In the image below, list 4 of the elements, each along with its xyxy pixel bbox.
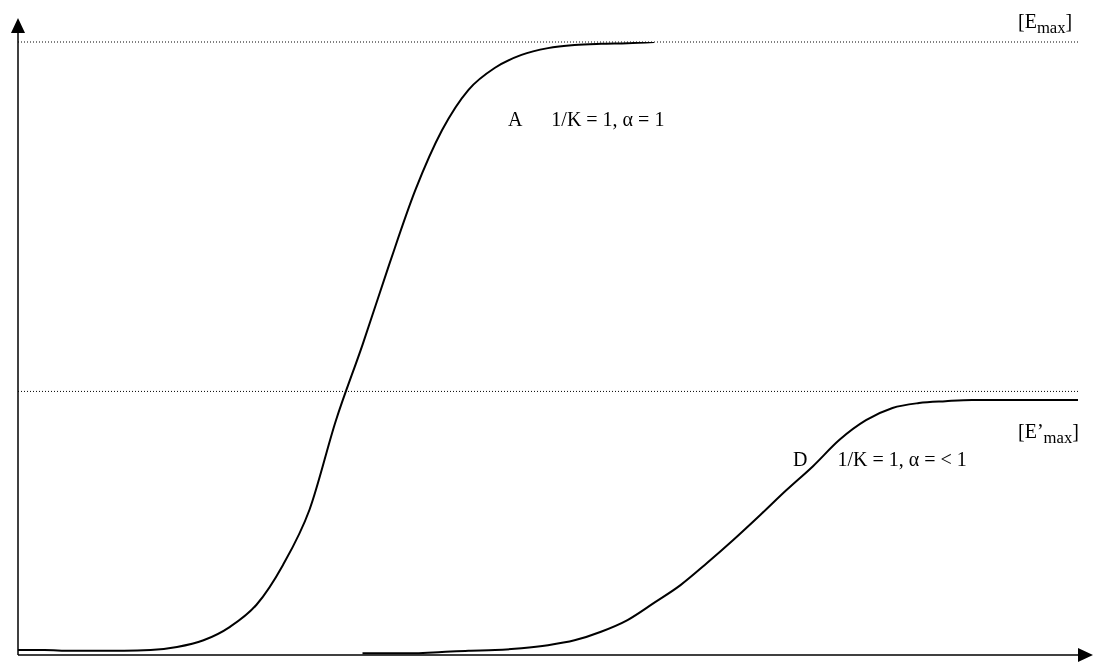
ref-line-label: [E$_{max}$] [1018,10,1073,38]
ref-line-label: [E’$_{max}$] [1018,420,1079,448]
annotation: D 1/K = 1, α = < 1 [793,448,967,471]
annotation: A 1/K = 1, α = 1 [508,108,665,131]
